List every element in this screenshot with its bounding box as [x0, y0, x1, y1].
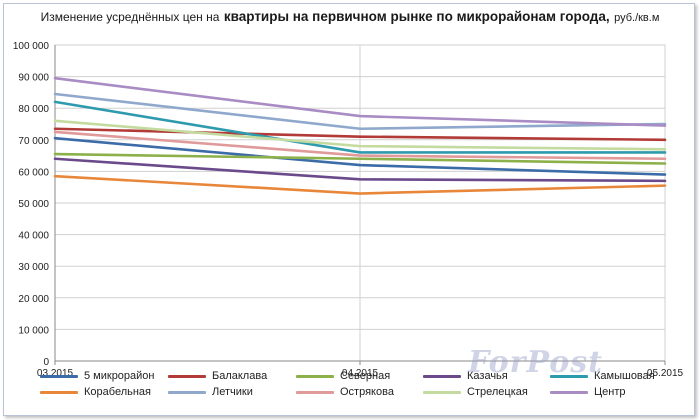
y-tick-label: 90 000 — [18, 73, 49, 84]
y-tick-label: 30 000 — [18, 262, 49, 273]
legend-label: Северная — [340, 370, 391, 382]
legend-label: Летчики — [212, 386, 253, 398]
series-line-2 — [53, 127, 667, 142]
series-line-7 — [53, 92, 667, 131]
y-tick-label: 10 000 — [18, 325, 49, 336]
title-part-1: Изменение усреднённых цен на — [40, 10, 220, 24]
legend-swatch — [40, 374, 78, 378]
y-tick-label: 40 000 — [18, 231, 49, 242]
legend-swatch — [550, 374, 588, 378]
legend-item: Казачья — [423, 368, 508, 384]
x-tick-label: 03.2015 — [37, 368, 74, 379]
y-tick-label: 80 000 — [18, 104, 49, 115]
legend-item: Летчики — [168, 384, 253, 400]
legend-swatch — [550, 390, 588, 394]
series-line-10 — [53, 76, 667, 127]
y-tick-label: 50 000 — [18, 199, 49, 210]
legend-swatch — [168, 374, 206, 378]
series-line-4 — [53, 157, 667, 183]
legend-swatch — [296, 374, 334, 378]
legend-label: Камышовая — [594, 370, 655, 382]
legend-label: Острякова — [340, 386, 394, 398]
legend-item: Острякова — [296, 384, 394, 400]
y-tick-label: 0 — [43, 357, 49, 368]
legend-item: 5 микрорайон — [40, 368, 155, 384]
chart-title: Изменение усреднённых цен на квартиры на… — [0, 8, 700, 27]
legend-swatch — [423, 374, 461, 378]
legend-swatch — [40, 390, 78, 394]
legend-label: 5 микрорайон — [84, 370, 155, 382]
y-tick-label: 100 000 — [13, 41, 50, 52]
series-line-5 — [53, 100, 667, 154]
title-part-2: квартиры на первичном рынке по микрорайо… — [223, 9, 610, 24]
legend-item: Балаклава — [168, 368, 267, 384]
forpost-watermark: ForPost — [468, 345, 603, 380]
legend-item: Стрелецкая — [423, 384, 528, 400]
legend-label: Стрелецкая — [467, 386, 528, 398]
legend-swatch — [168, 390, 206, 394]
y-tick-label: 70 000 — [18, 136, 49, 147]
legend-swatch — [296, 390, 334, 394]
legend-item: Центр — [550, 384, 626, 400]
legend-swatch — [423, 390, 461, 394]
legend-item: Корабельная — [40, 384, 151, 400]
x-tick-label: 04.2015 — [342, 368, 379, 379]
x-tick-label: 05.2015 — [647, 368, 684, 379]
legend-item: Северная — [296, 368, 390, 384]
series-line-8 — [53, 130, 667, 161]
legend-label: Казачья — [467, 370, 508, 382]
series-line-3 — [53, 152, 667, 165]
title-unit: руб./кв.м — [614, 12, 660, 24]
y-tick-label: 20 000 — [18, 294, 49, 305]
legend-label: Корабельная — [84, 386, 151, 398]
series-line-1 — [53, 136, 667, 176]
series-line-6 — [53, 174, 667, 195]
legend-item: Камышовая — [550, 368, 655, 384]
y-tick-label: 60 000 — [18, 167, 49, 178]
legend-label: Балаклава — [212, 370, 268, 382]
series-line-9 — [53, 119, 667, 151]
legend-label: Центр — [594, 386, 626, 398]
